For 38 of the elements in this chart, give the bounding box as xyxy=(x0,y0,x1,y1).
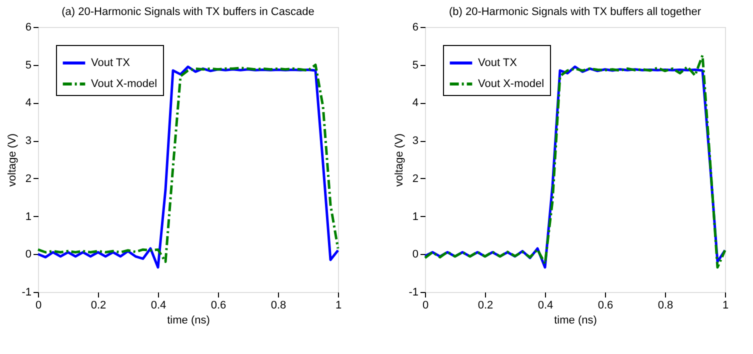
y-tick-label: 0 xyxy=(412,248,418,261)
x-tick-label: 0.6 xyxy=(210,300,226,312)
y-tick-label: 2 xyxy=(25,172,32,185)
x-tick-label: 0.8 xyxy=(270,300,286,312)
x-tick-label: 1 xyxy=(722,300,729,312)
y-tick-label: 6 xyxy=(25,22,32,34)
legend-label: Vout TX xyxy=(91,57,131,69)
y-tick-label: 2 xyxy=(412,172,418,185)
y-tick-label: 0 xyxy=(25,248,32,261)
y-tick-label: -1 xyxy=(408,286,418,298)
x-tick-label: 1 xyxy=(335,300,342,312)
y-axis-title: voltage (V) xyxy=(6,133,19,187)
x-axis-title: time (ns) xyxy=(167,314,210,326)
chart-title: (a) 20-Harmonic Signals with TX buffers in Cascade xyxy=(62,6,314,18)
legend-label: Vout X-model xyxy=(91,78,158,90)
x-tick-label: 0.4 xyxy=(150,300,166,312)
x-tick-label: 0.6 xyxy=(598,300,614,312)
y-tick-label: 1 xyxy=(25,210,32,223)
x-tick-label: 0.8 xyxy=(658,300,674,312)
y-tick-label: 3 xyxy=(25,135,32,148)
x-tick-label: 0 xyxy=(35,300,42,312)
x-tick-label: 0.2 xyxy=(478,300,494,312)
y-tick-label: 5 xyxy=(25,59,32,72)
y-tick-label: -1 xyxy=(22,286,32,298)
y-tick-label: 6 xyxy=(412,22,418,34)
y-tick-label: 5 xyxy=(412,59,418,72)
y-tick-label: 1 xyxy=(412,210,418,223)
y-tick-label: 4 xyxy=(25,97,32,110)
x-tick-label: 0.2 xyxy=(90,300,106,312)
chart-title: (b) 20-Harmonic Signals with TX buffers all together xyxy=(448,6,702,18)
x-axis-title: time (ns) xyxy=(554,314,597,326)
legend-label: Vout X-model xyxy=(478,78,544,90)
legend-label: Vout TX xyxy=(478,57,518,69)
y-tick-label: 4 xyxy=(412,97,418,110)
x-tick-label: 0.4 xyxy=(538,300,554,312)
y-axis-title: voltage (V) xyxy=(394,133,406,187)
y-tick-label: 3 xyxy=(412,135,418,148)
x-tick-label: 0 xyxy=(422,300,429,312)
